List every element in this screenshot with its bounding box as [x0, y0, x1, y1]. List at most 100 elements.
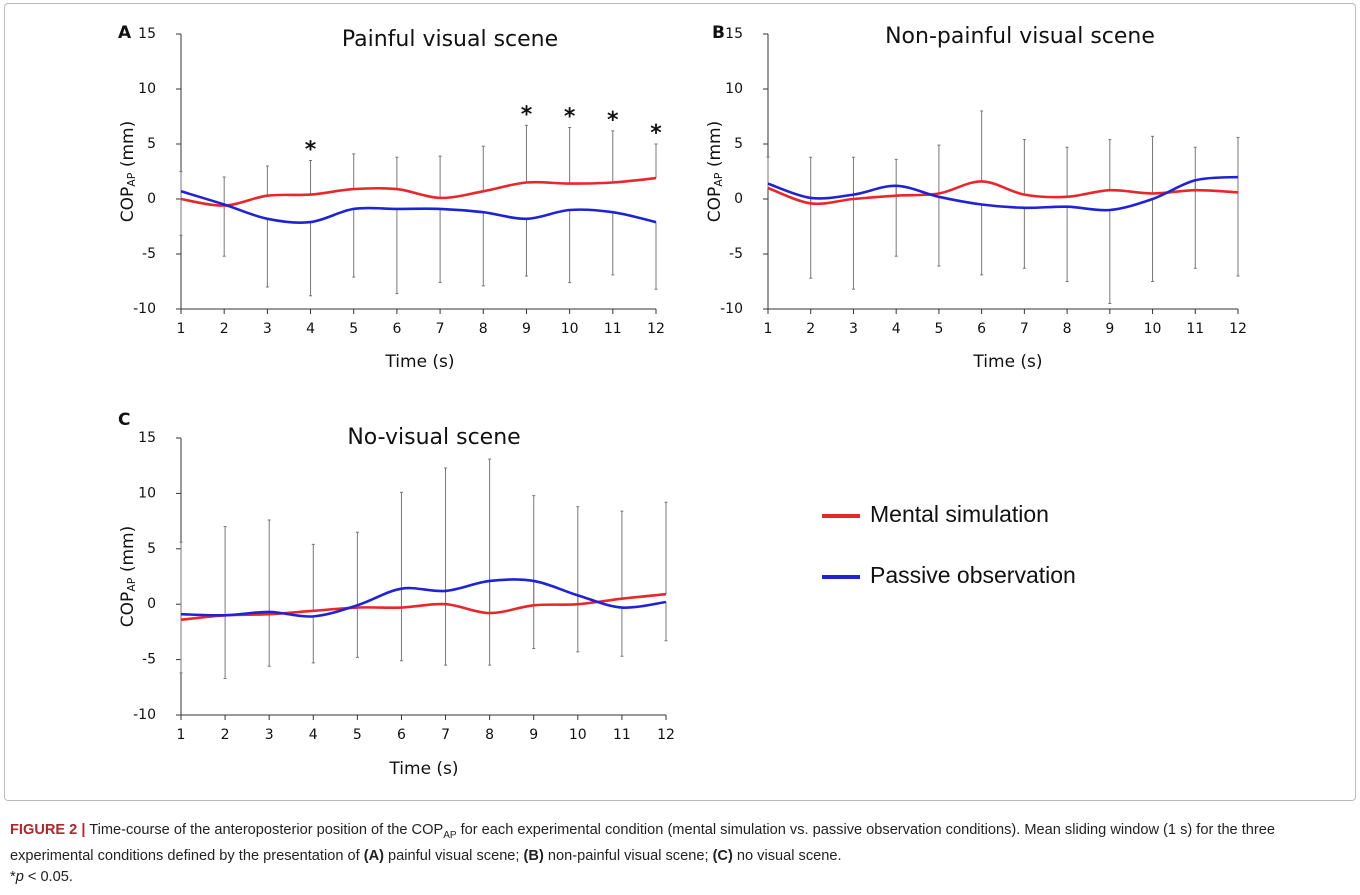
x-tick-label: 6: [977, 321, 986, 337]
x-tick-label: 10: [561, 321, 579, 337]
x-tick-label: 4: [309, 727, 318, 743]
y-tick-label: 5: [147, 541, 156, 557]
y-tick-label: 5: [734, 136, 743, 152]
x-axis-label: Time (s): [388, 759, 458, 779]
x-tick-label: 7: [1020, 321, 1029, 337]
y-tick-label: -10: [133, 707, 156, 723]
caption: FIGURE 2 | Time-course of the anteropost…: [10, 820, 1350, 888]
x-tick-label: 4: [306, 321, 315, 337]
y-tick-label: -5: [142, 246, 156, 262]
y-tick-label: 15: [138, 26, 156, 42]
caption-text: FIGURE 2 | Time-course of the anteropost…: [10, 820, 1350, 867]
x-tick-label: 2: [806, 321, 815, 337]
caption-run: painful visual scene;: [384, 847, 524, 864]
y-axis-label: COPAP (mm): [118, 121, 138, 222]
x-tick-label: 1: [177, 321, 186, 337]
x-tick-label: 3: [265, 727, 274, 743]
y-axis-label-sub: AP: [712, 172, 725, 187]
y-tick-label: 5: [147, 136, 156, 152]
series-line: [767, 180, 1239, 206]
caption-run: *: [10, 868, 16, 885]
caption-run: for each experimental condition (mental …: [10, 822, 1275, 864]
x-tick-label: 3: [263, 321, 272, 337]
x-tick-label: 7: [441, 727, 450, 743]
caption-run: (C): [712, 847, 733, 864]
x-tick-label: 6: [397, 727, 406, 743]
significance-marker: *: [607, 108, 619, 133]
y-axis-label-main: COP: [705, 187, 725, 223]
caption-run: AP: [443, 829, 457, 841]
caption-run: (B): [523, 847, 544, 864]
caption-run: (A): [363, 847, 384, 864]
y-axis-label-unit: (mm): [118, 121, 138, 173]
legend-label: Passive observation: [870, 562, 1076, 588]
significance-marker: *: [650, 121, 662, 146]
chart-title: Painful visual scene: [342, 27, 558, 52]
x-tick-label: 8: [1063, 321, 1072, 337]
y-axis-label: COPAP (mm): [705, 121, 725, 222]
x-tick-label: 8: [479, 321, 488, 337]
x-tick-label: 12: [657, 727, 675, 743]
series-line: [180, 578, 667, 618]
y-tick-label: 10: [138, 81, 156, 97]
y-tick-label: 15: [725, 26, 743, 42]
chart-title: Non-painful visual scene: [885, 24, 1155, 49]
x-tick-label: 2: [220, 321, 229, 337]
y-axis-label-main: COP: [118, 592, 138, 628]
series-line: [180, 592, 667, 622]
caption-run: FIGURE 2 |: [10, 822, 86, 838]
caption-run: no visual scene.: [732, 847, 842, 864]
significance-marker: *: [521, 102, 533, 127]
x-tick-label: 2: [221, 727, 230, 743]
legend-label: Mental simulation: [870, 501, 1049, 527]
x-tick-label: 12: [647, 321, 665, 337]
caption-run: Time-course of the anteroposterior posit…: [85, 822, 444, 838]
x-tick-label: 9: [522, 321, 531, 337]
x-axis-label: Time (s): [384, 352, 454, 372]
x-tick-label: 6: [392, 321, 401, 337]
x-tick-label: 5: [934, 321, 943, 337]
caption-run: non-painful visual scene;: [543, 847, 713, 864]
y-axis-label-unit: (mm): [705, 121, 725, 173]
y-tick-label: -5: [142, 652, 156, 668]
chart-title: No-visual scene: [347, 425, 520, 450]
panel-letter: A: [118, 23, 132, 43]
y-tick-label: -5: [729, 246, 743, 262]
y-axis-label-sub: AP: [125, 172, 138, 187]
y-tick-label: 0: [147, 596, 156, 612]
x-tick-label: 9: [529, 727, 538, 743]
figure-frame: [4, 3, 1356, 801]
series-line: [767, 175, 1239, 212]
x-tick-label: 10: [569, 727, 587, 743]
x-tick-label: 5: [349, 321, 358, 337]
y-axis-label-unit: (mm): [118, 526, 138, 578]
x-tick-label: 3: [849, 321, 858, 337]
caption-run: < 0.05.: [23, 868, 73, 885]
y-tick-label: -10: [720, 301, 743, 317]
series-line: [180, 176, 657, 207]
x-tick-label: 1: [177, 727, 186, 743]
panel-letter: B: [712, 23, 725, 43]
y-tick-label: -10: [133, 301, 156, 317]
y-axis-label-sub: AP: [125, 577, 138, 592]
y-tick-label: 15: [138, 430, 156, 446]
x-tick-label: 1: [764, 321, 773, 337]
x-tick-label: 10: [1144, 321, 1162, 337]
x-tick-label: 11: [604, 321, 622, 337]
x-tick-label: 11: [613, 727, 631, 743]
x-tick-label: 5: [353, 727, 362, 743]
significance-marker: *: [564, 105, 576, 130]
y-axis-label: COPAP (mm): [118, 526, 138, 627]
y-tick-label: 10: [725, 81, 743, 97]
caption-run: p: [15, 868, 24, 885]
y-axis-label-main: COP: [118, 187, 138, 223]
x-tick-label: 8: [485, 727, 494, 743]
series-line: [180, 190, 657, 224]
x-axis-label: Time (s): [972, 352, 1042, 372]
x-tick-label: 7: [436, 321, 445, 337]
y-tick-label: 10: [138, 485, 156, 501]
x-tick-label: 11: [1186, 321, 1204, 337]
x-tick-label: 4: [892, 321, 901, 337]
